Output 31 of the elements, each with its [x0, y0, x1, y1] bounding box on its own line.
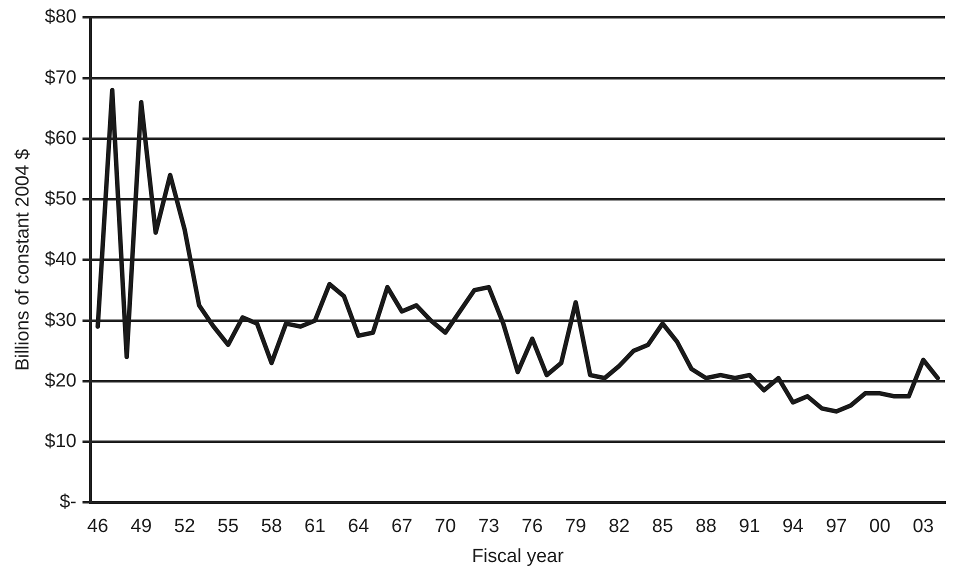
x-tick-label: 00 — [869, 516, 890, 538]
x-tick-label: 79 — [565, 516, 586, 538]
x-tick-label: 97 — [826, 516, 847, 538]
x-tick-label: 61 — [304, 516, 326, 538]
x-tick-label: 88 — [695, 516, 717, 538]
x-tick-label: 76 — [522, 516, 543, 538]
x-tick-label: 85 — [652, 516, 674, 538]
x-axis-title: Fiscal year — [472, 546, 564, 567]
x-tick-label: 91 — [738, 516, 760, 538]
x-tick-label: 58 — [260, 516, 282, 538]
y-axis-title: Billions of constant 2004 $ — [12, 148, 34, 371]
x-tick-label: 82 — [608, 516, 630, 538]
x-tick-label: 55 — [218, 516, 239, 538]
x-tick-label: 94 — [782, 516, 804, 538]
y-tick-label: $10 — [44, 431, 76, 452]
y-tick-label: $30 — [44, 310, 76, 331]
y-tick-label: $60 — [44, 128, 76, 149]
y-tick-label: $- — [60, 492, 76, 513]
y-tick-label: $70 — [44, 67, 76, 88]
x-tick-label: 46 — [87, 516, 108, 538]
x-tick-label: 52 — [174, 516, 196, 538]
x-tick-label: 03 — [912, 516, 934, 538]
x-tick-label: 67 — [391, 516, 412, 538]
y-tick-label: $40 — [44, 249, 76, 270]
x-tick-label: 73 — [478, 516, 500, 538]
y-tick-label: $50 — [44, 188, 76, 210]
y-tick-label: $20 — [44, 370, 76, 392]
x-tick-label: 64 — [348, 516, 370, 538]
y-tick-label: $80 — [44, 6, 76, 28]
x-tick-label: 49 — [130, 516, 152, 538]
x-tick-label: 70 — [434, 516, 456, 538]
